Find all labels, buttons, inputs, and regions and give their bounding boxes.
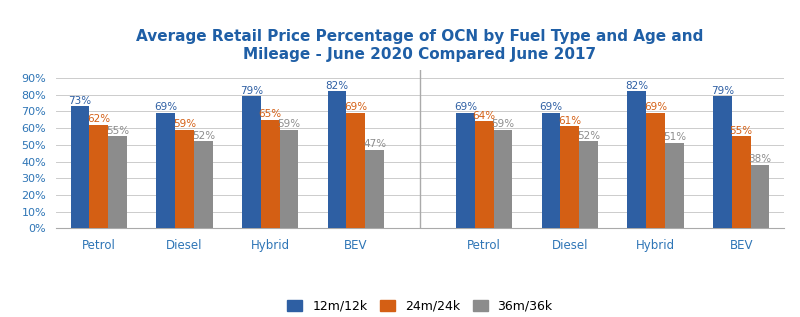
Text: 62%: 62% — [87, 114, 110, 124]
Bar — [732, 137, 750, 228]
Text: 55%: 55% — [106, 126, 130, 136]
Bar — [194, 141, 213, 228]
Text: 69%: 69% — [344, 102, 367, 112]
Text: 69%: 69% — [644, 102, 667, 112]
Bar — [713, 96, 732, 228]
Text: 38%: 38% — [749, 154, 771, 164]
Text: 52%: 52% — [577, 131, 600, 141]
Text: 82%: 82% — [326, 81, 349, 91]
Bar — [494, 130, 513, 228]
Text: 73%: 73% — [69, 96, 91, 106]
Text: 64%: 64% — [473, 111, 496, 121]
Bar — [261, 120, 279, 228]
Bar — [456, 113, 475, 228]
Bar — [279, 130, 298, 228]
Text: 51%: 51% — [663, 132, 686, 142]
Text: 52%: 52% — [192, 131, 215, 141]
Bar — [542, 113, 561, 228]
Bar — [242, 96, 261, 228]
Text: 59%: 59% — [278, 119, 301, 129]
Bar — [327, 91, 346, 228]
Text: 69%: 69% — [154, 102, 177, 112]
Text: 82%: 82% — [625, 81, 648, 91]
Bar — [175, 130, 194, 228]
Text: 79%: 79% — [710, 86, 734, 96]
Text: 59%: 59% — [491, 119, 514, 129]
Title: Average Retail Price Percentage of OCN by Fuel Type and Age and
Mileage - June 2: Average Retail Price Percentage of OCN b… — [136, 29, 704, 61]
Text: 55%: 55% — [730, 126, 753, 136]
Bar — [665, 143, 684, 228]
Bar — [156, 113, 175, 228]
Text: 69%: 69% — [539, 102, 562, 112]
Text: 61%: 61% — [558, 116, 582, 126]
Bar — [579, 141, 598, 228]
Bar — [90, 125, 108, 228]
Bar — [346, 113, 365, 228]
Bar — [750, 165, 770, 228]
Bar — [365, 150, 384, 228]
Text: 47%: 47% — [363, 139, 386, 149]
Text: 79%: 79% — [240, 86, 263, 96]
Bar — [108, 137, 127, 228]
Bar — [646, 113, 665, 228]
Text: 65%: 65% — [258, 109, 282, 119]
Bar — [70, 107, 90, 228]
Text: 59%: 59% — [173, 119, 196, 129]
Text: 69%: 69% — [454, 102, 477, 112]
Bar — [475, 121, 494, 228]
Bar — [627, 91, 646, 228]
Bar — [561, 126, 579, 228]
Legend: 12m/12k, 24m/24k, 36m/36k: 12m/12k, 24m/24k, 36m/36k — [282, 295, 558, 317]
